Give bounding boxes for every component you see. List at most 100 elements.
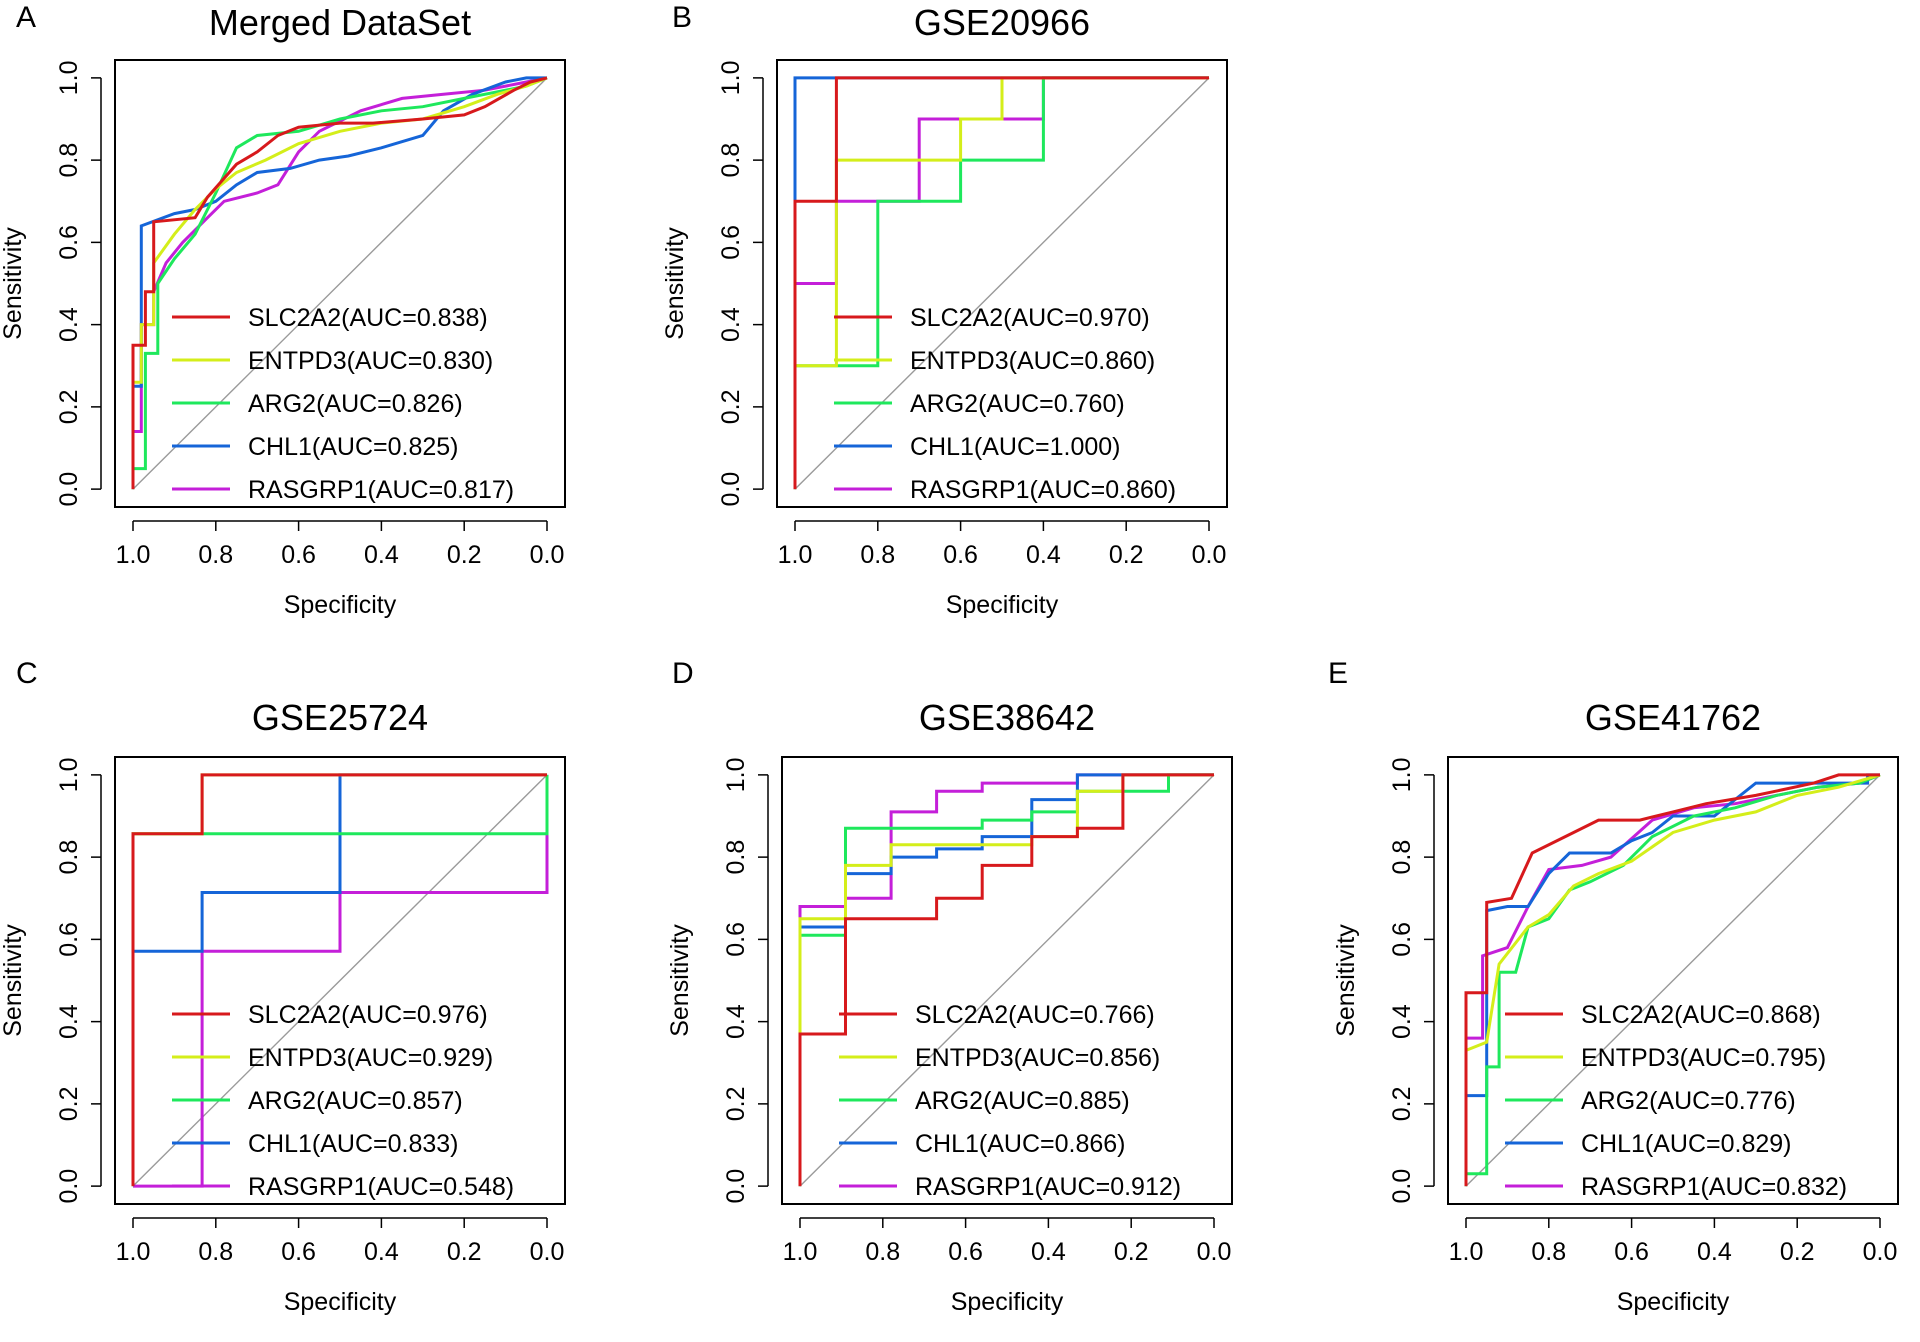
legend-label-rasgrp1: RASGRP1(AUC=0.912) <box>915 1173 1181 1201</box>
legend-label-entpd3: ENTPD3(AUC=0.860) <box>910 347 1155 375</box>
panel-letter: B <box>672 1 692 34</box>
legend-label-arg2: ARG2(AUC=0.760) <box>910 390 1125 418</box>
y-tick-label: 0.4 <box>1388 1004 1416 1039</box>
legend-label-arg2: ARG2(AUC=0.826) <box>248 390 463 418</box>
panel-letter: A <box>16 1 36 34</box>
y-tick-label: 0.6 <box>722 922 750 957</box>
roc-curves <box>793 76 1209 490</box>
roc-panel-e: E GSE41762 1.0 0.8 0.6 0.4 0.2 0.0 Specificity 0.… <box>1328 657 1899 1316</box>
y-tick-label: 1.0 <box>717 60 745 95</box>
legend-label-chl1: CHL1(AUC=0.829) <box>1581 1130 1792 1158</box>
legend-label-slc2a2: SLC2A2(AUC=0.838) <box>248 304 488 332</box>
roc-curve-chl1 <box>131 76 547 490</box>
x-tick-label: 1.0 <box>116 1238 151 1266</box>
y-tick-label: 0.8 <box>722 840 750 875</box>
x-tick-label: 1.0 <box>116 541 151 569</box>
legend-label-slc2a2: SLC2A2(AUC=0.766) <box>915 1001 1155 1029</box>
y-tick-label: 0.8 <box>1388 840 1416 875</box>
plot-frame <box>776 59 1228 508</box>
y-axis-title: Sensitivity <box>0 227 27 340</box>
roc-panel-a: A Merged DataSet 1.0 0.8 0.6 0.4 0.2 0.0 Specifi… <box>0 1 566 619</box>
legend-label-arg2: ARG2(AUC=0.776) <box>1581 1087 1796 1115</box>
y-tick-label: 0.0 <box>1388 1169 1416 1204</box>
y-tick-label: 0.0 <box>717 472 745 507</box>
x-axis-title: Specificity <box>951 1288 1064 1316</box>
y-tick-label: 0.0 <box>55 472 83 507</box>
legend-label-chl1: CHL1(AUC=0.866) <box>915 1130 1126 1158</box>
y-axis-title: Sensitivity <box>666 924 694 1037</box>
x-tick-label: 0.0 <box>1192 541 1227 569</box>
x-tick-label: 0.0 <box>1197 1238 1232 1266</box>
reference-diagonal <box>794 77 1210 490</box>
x-tick-label: 0.4 <box>1026 541 1061 569</box>
reference-diagonal <box>132 77 548 490</box>
y-axis-title: Sensitivity <box>661 227 689 340</box>
legend: SLC2A2(AUC=0.976) ENTPD3(AUC=0.929) ARG2(A… <box>172 1001 514 1201</box>
plot-frame <box>1447 756 1899 1205</box>
roc-panel-c: C GSE25724 1.0 0.8 0.6 0.4 0.2 0.0 Specificity 0.… <box>0 657 566 1316</box>
roc-curves <box>131 773 549 1188</box>
x-tick-label: 0.2 <box>447 1238 482 1266</box>
x-axis-title: Specificity <box>1617 1288 1730 1316</box>
legend-label-slc2a2: SLC2A2(AUC=0.868) <box>1581 1001 1821 1029</box>
x-tick-label: 0.8 <box>860 541 895 569</box>
legend-label-chl1: CHL1(AUC=1.000) <box>910 433 1121 461</box>
roc-curve-entpd3 <box>1464 773 1881 1187</box>
roc-curves <box>798 773 1214 1187</box>
y-tick-label: 0.8 <box>55 840 83 875</box>
legend: SLC2A2(AUC=0.766) ENTPD3(AUC=0.856) ARG2(A… <box>839 1001 1181 1201</box>
y-tick-label: 0.2 <box>55 389 83 424</box>
roc-curve-slc2a2 <box>798 773 1214 1187</box>
legend-label-rasgrp1: RASGRP1(AUC=0.832) <box>1581 1173 1847 1201</box>
y-tick-label: 0.2 <box>55 1086 83 1121</box>
legend-label-entpd3: ENTPD3(AUC=0.856) <box>915 1044 1160 1072</box>
y-tick-label: 0.6 <box>55 225 83 260</box>
roc-panel-d: D GSE38642 1.0 0.8 0.6 0.4 0.2 0.0 Specificity 0.… <box>666 657 1233 1316</box>
x-tick-label: 0.2 <box>1114 1238 1149 1266</box>
x-tick-label: 0.8 <box>198 541 233 569</box>
y-tick-label: 0.6 <box>55 922 83 957</box>
legend-label-slc2a2: SLC2A2(AUC=0.970) <box>910 304 1150 332</box>
y-tick-label: 1.0 <box>55 60 83 95</box>
y-tick-label: 0.2 <box>1388 1086 1416 1121</box>
y-tick-label: 1.0 <box>722 757 750 792</box>
roc-curve-slc2a2 <box>793 76 1209 490</box>
legend-label-slc2a2: SLC2A2(AUC=0.976) <box>248 1001 488 1029</box>
chart-title: GSE20966 <box>914 2 1090 43</box>
chart-title: GSE38642 <box>919 697 1095 738</box>
roc-curves <box>131 76 548 490</box>
y-tick-label: 0.0 <box>55 1169 83 1204</box>
chart-title: Merged DataSet <box>209 2 471 43</box>
y-axis-title: Sensitivity <box>1332 924 1360 1037</box>
x-tick-label: 0.4 <box>1031 1238 1066 1266</box>
legend-label-rasgrp1: RASGRP1(AUC=0.817) <box>248 476 514 504</box>
roc-curve-slc2a2 <box>131 773 547 1187</box>
x-tick-label: 0.6 <box>948 1238 983 1266</box>
y-tick-label: 0.0 <box>722 1169 750 1204</box>
plot-frame <box>114 59 566 508</box>
legend: SLC2A2(AUC=0.868) ENTPD3(AUC=0.795) ARG2(A… <box>1505 1001 1847 1201</box>
panel-letter: C <box>16 657 38 690</box>
y-tick-label: 0.4 <box>722 1004 750 1039</box>
y-tick-label: 1.0 <box>55 757 83 792</box>
x-tick-label: 1.0 <box>778 541 813 569</box>
x-tick-label: 0.4 <box>364 541 399 569</box>
plot-frame <box>114 756 566 1205</box>
x-tick-label: 0.6 <box>281 1238 316 1266</box>
y-tick-label: 0.4 <box>55 1004 83 1039</box>
x-tick-label: 0.0 <box>530 541 565 569</box>
y-tick-label: 0.4 <box>55 307 83 342</box>
x-tick-label: 0.6 <box>281 541 316 569</box>
y-tick-label: 0.6 <box>717 225 745 260</box>
roc-curve-arg2 <box>131 76 548 490</box>
legend-label-chl1: CHL1(AUC=0.825) <box>248 433 459 461</box>
x-tick-label: 0.4 <box>1697 1238 1732 1266</box>
legend-label-rasgrp1: RASGRP1(AUC=0.548) <box>248 1173 514 1201</box>
chart-title: GSE41762 <box>1585 697 1761 738</box>
x-tick-label: 0.6 <box>943 541 978 569</box>
x-axis-title: Specificity <box>946 591 1059 619</box>
x-tick-label: 0.0 <box>1863 1238 1898 1266</box>
legend-label-arg2: ARG2(AUC=0.885) <box>915 1087 1130 1115</box>
legend-label-entpd3: ENTPD3(AUC=0.929) <box>248 1044 493 1072</box>
legend-label-entpd3: ENTPD3(AUC=0.795) <box>1581 1044 1826 1072</box>
